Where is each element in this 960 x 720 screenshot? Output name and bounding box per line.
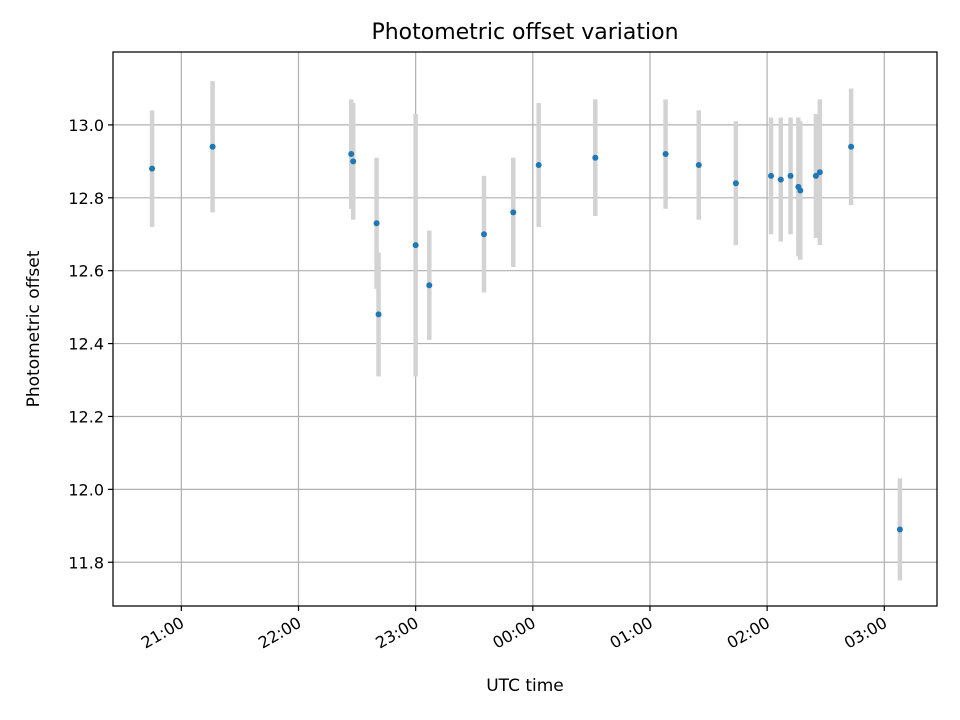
y-tick-label: 11.8 (68, 553, 104, 572)
data-point (375, 311, 382, 318)
data-point (535, 161, 542, 168)
data-point (480, 231, 487, 238)
data-point (695, 161, 702, 168)
data-point (848, 143, 855, 150)
y-tick-label: 13.0 (68, 116, 104, 135)
y-tick-label: 12.8 (68, 189, 104, 208)
x-tick-label: 00:00 (489, 613, 538, 653)
data-point (373, 220, 380, 227)
data-point (797, 187, 804, 194)
x-tick-label: 01:00 (607, 613, 656, 653)
y-tick-label: 12.2 (68, 407, 104, 426)
y-axis-label: Photometric offset (24, 250, 44, 407)
data-point (662, 151, 669, 158)
y-tick-label: 12.6 (68, 262, 104, 281)
x-axis-ticks: 21:00 22:00 23:00 00:00 01:00 02:00 03:00 (138, 606, 890, 653)
y-tick-label: 12.4 (68, 335, 104, 354)
data-point (592, 154, 599, 161)
data-point (896, 526, 903, 533)
data-point (350, 158, 357, 165)
data-point (149, 165, 156, 172)
data-point (787, 172, 794, 179)
y-axis-ticks: 11.8 12.0 12.2 12.4 12.6 12.8 13.0 (68, 116, 113, 572)
x-axis-label: UTC time (486, 676, 564, 696)
x-tick-label: 02:00 (724, 613, 773, 653)
data-point (768, 172, 775, 179)
plot-frame (112, 51, 938, 607)
data-point (510, 209, 517, 216)
x-tick-label: 03:00 (841, 613, 890, 653)
data-point (426, 282, 433, 289)
data-point (412, 242, 419, 249)
data-points (149, 143, 903, 533)
x-tick-label: 22:00 (255, 613, 304, 653)
data-point (348, 151, 355, 158)
data-point (816, 169, 823, 176)
data-point (732, 180, 739, 187)
x-tick-label: 21:00 (138, 613, 187, 653)
x-tick-label: 23:00 (372, 613, 421, 653)
chart-title: Photometric offset variation (371, 20, 678, 45)
grid (113, 52, 937, 606)
data-point (812, 172, 819, 179)
error-bars (149, 81, 903, 581)
data-point (777, 176, 784, 183)
y-tick-label: 12.0 (68, 480, 104, 499)
data-point (209, 143, 216, 150)
